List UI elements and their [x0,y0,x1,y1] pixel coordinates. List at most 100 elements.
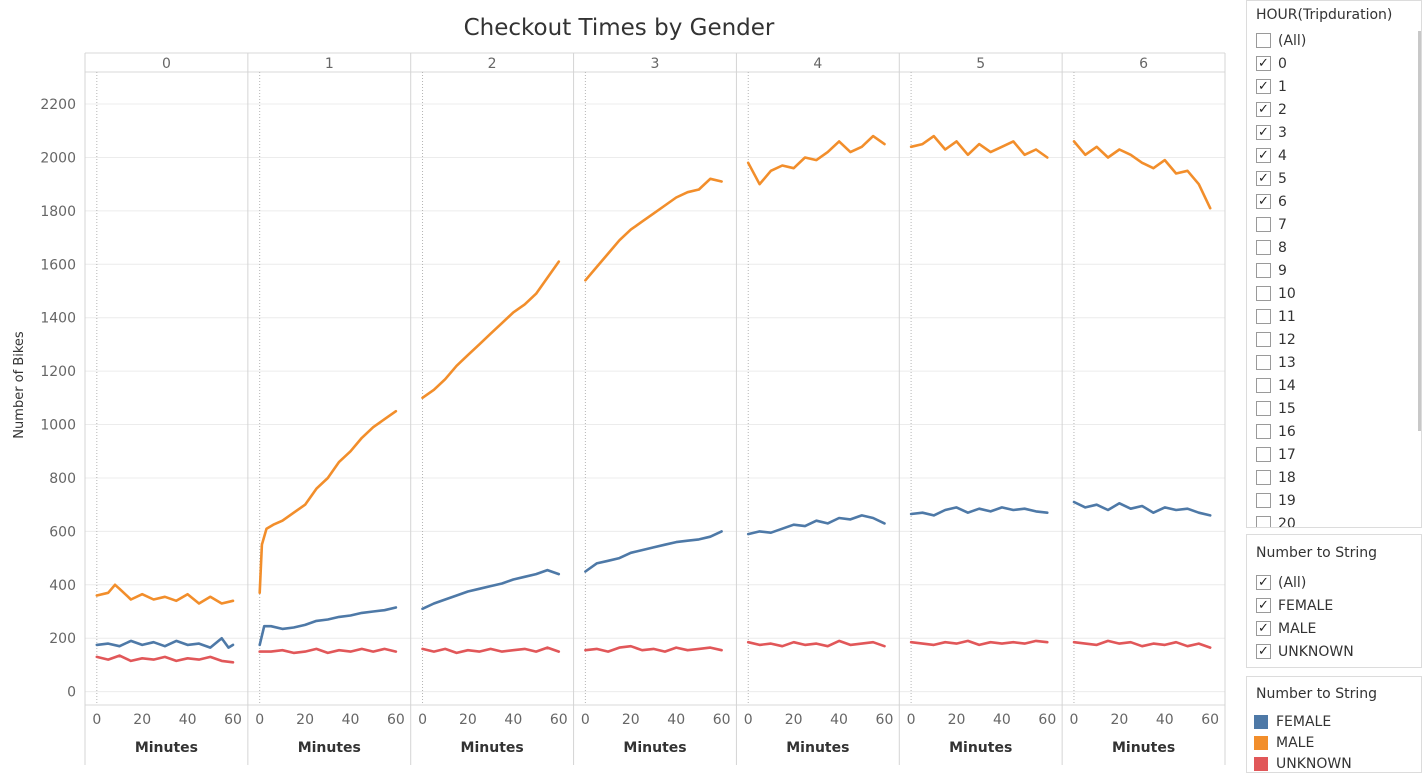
checkbox[interactable] [1256,79,1271,94]
checkbox[interactable] [1256,493,1271,508]
series-line-female-hour-3 [584,530,723,573]
checkbox[interactable] [1256,309,1271,324]
color-legend-list: FEMALE MALE UNKNOWN [1247,711,1421,772]
x-tick-label: 20 [785,712,803,728]
checkbox[interactable] [1256,355,1271,370]
checkbox[interactable] [1256,194,1271,209]
checkbox[interactable] [1256,575,1271,590]
hour-filter-item-20[interactable]: 20 [1247,512,1421,527]
checkbox[interactable] [1256,644,1271,659]
checkbox[interactable] [1256,286,1271,301]
hour-filter-item-1[interactable]: 1 [1247,75,1421,98]
x-axis-label: Minutes [623,740,686,756]
checkbox[interactable] [1256,217,1271,232]
x-tick-label: 40 [1156,712,1174,728]
panel-header-4: 4 [813,56,822,72]
checkbox[interactable] [1256,424,1271,439]
x-tick-label: 0 [1069,712,1078,728]
series-line-unknown-hour-4 [746,639,886,648]
x-tick-label: 0 [907,712,916,728]
hour-filter-item-4[interactable]: 4 [1247,144,1421,167]
checkbox[interactable] [1256,598,1271,613]
hour-filter-item-11[interactable]: 11 [1247,305,1421,328]
checkbox-label: UNKNOWN [1278,643,1354,660]
hour-filter-item-16[interactable]: 16 [1247,420,1421,443]
x-tick-label: 20 [622,712,640,728]
y-axis-label: Number of Bikes [12,331,27,439]
hour-filter-item-8[interactable]: 8 [1247,236,1421,259]
legend-item-female[interactable]: FEMALE [1247,711,1421,732]
checkbox[interactable] [1256,378,1271,393]
x-tick-label: 20 [459,712,477,728]
checkbox[interactable] [1256,332,1271,347]
gender-filter-title: Number to String [1256,545,1377,561]
right-panel: HOUR(Tripduration) (All)0123456789101112… [1238,0,1422,773]
gender-filter-item-all[interactable]: (All) [1247,571,1421,594]
checkbox[interactable] [1256,401,1271,416]
legend-item-unknown[interactable]: UNKNOWN [1247,753,1421,772]
panel-header-0: 0 [162,56,171,72]
color-legend-card: Number to String FEMALE MALE UNKNOWN [1246,676,1422,773]
hour-filter-item-3[interactable]: 3 [1247,121,1421,144]
x-axis-label: Minutes [461,740,524,756]
checkbox-label: 20 [1278,515,1296,528]
hour-filter-item-10[interactable]: 10 [1247,282,1421,305]
hour-filter-item-0[interactable]: 0 [1247,52,1421,75]
hour-filter-item-5[interactable]: 5 [1247,167,1421,190]
x-tick-label: 40 [830,712,848,728]
series-line-male-hour-5 [909,134,1049,159]
hour-filter-item-17[interactable]: 17 [1247,443,1421,466]
hour-filter-item-15[interactable]: 15 [1247,397,1421,420]
hour-filter-item-all[interactable]: (All) [1247,29,1421,52]
gender-filter-item-unknown[interactable]: UNKNOWN [1247,640,1421,663]
checkbox-label: MALE [1278,620,1317,637]
series-line-unknown-hour-0 [95,654,235,664]
hour-filter-item-9[interactable]: 9 [1247,259,1421,282]
legend-label: UNKNOWN [1276,755,1352,772]
checkbox-label: 12 [1278,331,1296,348]
checkbox-label: 19 [1278,492,1296,509]
hour-filter-item-14[interactable]: 14 [1247,374,1421,397]
checkbox-label: 9 [1278,262,1287,279]
hour-filter-item-12[interactable]: 12 [1247,328,1421,351]
legend-label: MALE [1276,734,1315,751]
hour-filter-title: HOUR(Tripduration) [1256,7,1393,23]
hour-filter-item-6[interactable]: 6 [1247,190,1421,213]
x-tick-label: 0 [418,712,427,728]
checkbox[interactable] [1256,56,1271,71]
checkbox-label: 5 [1278,170,1287,187]
series-line-male-hour-0 [95,583,235,605]
legend-item-male[interactable]: MALE [1247,732,1421,753]
checkbox[interactable] [1256,148,1271,163]
gender-filter-item-female[interactable]: FEMALE [1247,594,1421,617]
x-tick-label: 0 [744,712,753,728]
gender-filter-item-male[interactable]: MALE [1247,617,1421,640]
checkbox[interactable] [1256,33,1271,48]
checkbox[interactable] [1256,447,1271,462]
checkbox[interactable] [1256,102,1271,117]
series-line-female-hour-5 [909,506,1049,517]
hour-filter-scrollbar[interactable] [1418,31,1421,431]
hour-filter-item-18[interactable]: 18 [1247,466,1421,489]
checkbox[interactable] [1256,240,1271,255]
checkbox[interactable] [1256,621,1271,636]
color-legend-title: Number to String [1256,686,1377,702]
y-tick-label: 600 [49,524,76,540]
checkbox[interactable] [1256,125,1271,140]
hour-filter-item-7[interactable]: 7 [1247,213,1421,236]
checkbox-label: 0 [1278,55,1287,72]
y-tick-label: 1400 [40,311,76,327]
checkbox-label: 7 [1278,216,1287,233]
panel-header-2: 2 [488,56,497,72]
checkbox[interactable] [1256,470,1271,485]
checkbox[interactable] [1256,516,1271,527]
legend-swatch [1254,735,1268,750]
hour-filter-item-13[interactable]: 13 [1247,351,1421,374]
checkbox[interactable] [1256,171,1271,186]
hour-filter-item-19[interactable]: 19 [1247,489,1421,512]
hour-filter-list[interactable]: (All)01234567891011121314151617181920 [1247,29,1421,527]
hour-filter-item-2[interactable]: 2 [1247,98,1421,121]
checkbox[interactable] [1256,263,1271,278]
legend-swatch [1254,714,1268,729]
x-tick-label: 0 [92,712,101,728]
